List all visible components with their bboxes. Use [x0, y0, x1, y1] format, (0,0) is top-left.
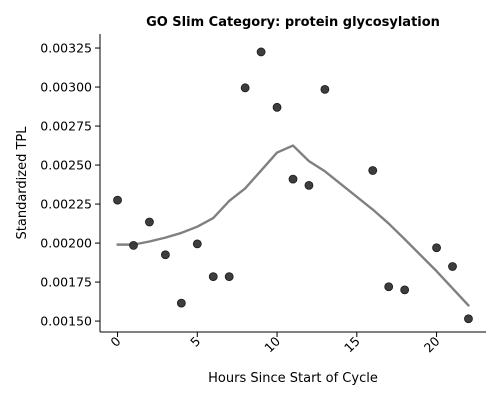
- data-point: [272, 102, 282, 112]
- x-tick-label: 15: [341, 334, 363, 356]
- y-axis-label: Standardized TPL: [15, 126, 30, 240]
- data-point: [208, 272, 218, 282]
- data-point: [160, 250, 170, 260]
- y-tick-label: 0.00250: [40, 158, 92, 173]
- data-point: [192, 239, 202, 249]
- y-tick-label: 0.00175: [40, 275, 92, 290]
- data-point: [304, 180, 314, 190]
- chart-title: GO Slim Category: protein glycosylation: [146, 15, 440, 30]
- data-point: [400, 285, 410, 295]
- data-point: [320, 84, 330, 94]
- data-point: [240, 83, 250, 93]
- plot-area: 0.00150 0.00175 0.00200 0.00225 0.00250 0.002…: [40, 34, 486, 355]
- x-axis-label: Hours Since Start of Cycle: [208, 371, 378, 386]
- data-point: [432, 243, 441, 253]
- y-tick-label: 0.00225: [40, 197, 92, 212]
- data-point: [176, 298, 186, 308]
- x-tick-label: 20: [421, 333, 443, 355]
- data-point: [368, 166, 378, 175]
- data-point: [145, 217, 154, 227]
- data-point: [113, 195, 122, 205]
- x-tick-label: 5: [187, 334, 203, 350]
- y-axis-ticks: 0.00150 0.00175 0.00200 0.00225 0.00250 0.002…: [40, 41, 100, 329]
- data-points: [113, 47, 473, 324]
- data-point: [448, 262, 457, 271]
- data-point: [256, 47, 266, 57]
- y-tick-label: 0.00325: [40, 41, 92, 56]
- x-tick-label: 10: [261, 333, 283, 355]
- data-point: [464, 314, 473, 324]
- x-tick-label: 0: [107, 333, 123, 349]
- data-point: [288, 174, 298, 184]
- trend-line: [116, 144, 470, 307]
- data-point: [224, 272, 234, 282]
- y-tick-label: 0.00300: [40, 80, 92, 95]
- data-point: [384, 282, 394, 292]
- y-tick-label: 0.00275: [40, 119, 92, 134]
- y-tick-label: 0.00150: [40, 314, 92, 329]
- x-axis-ticks: 0 5 10 15 20: [107, 332, 443, 356]
- y-tick-label: 0.00200: [40, 236, 92, 251]
- data-point: [129, 241, 138, 250]
